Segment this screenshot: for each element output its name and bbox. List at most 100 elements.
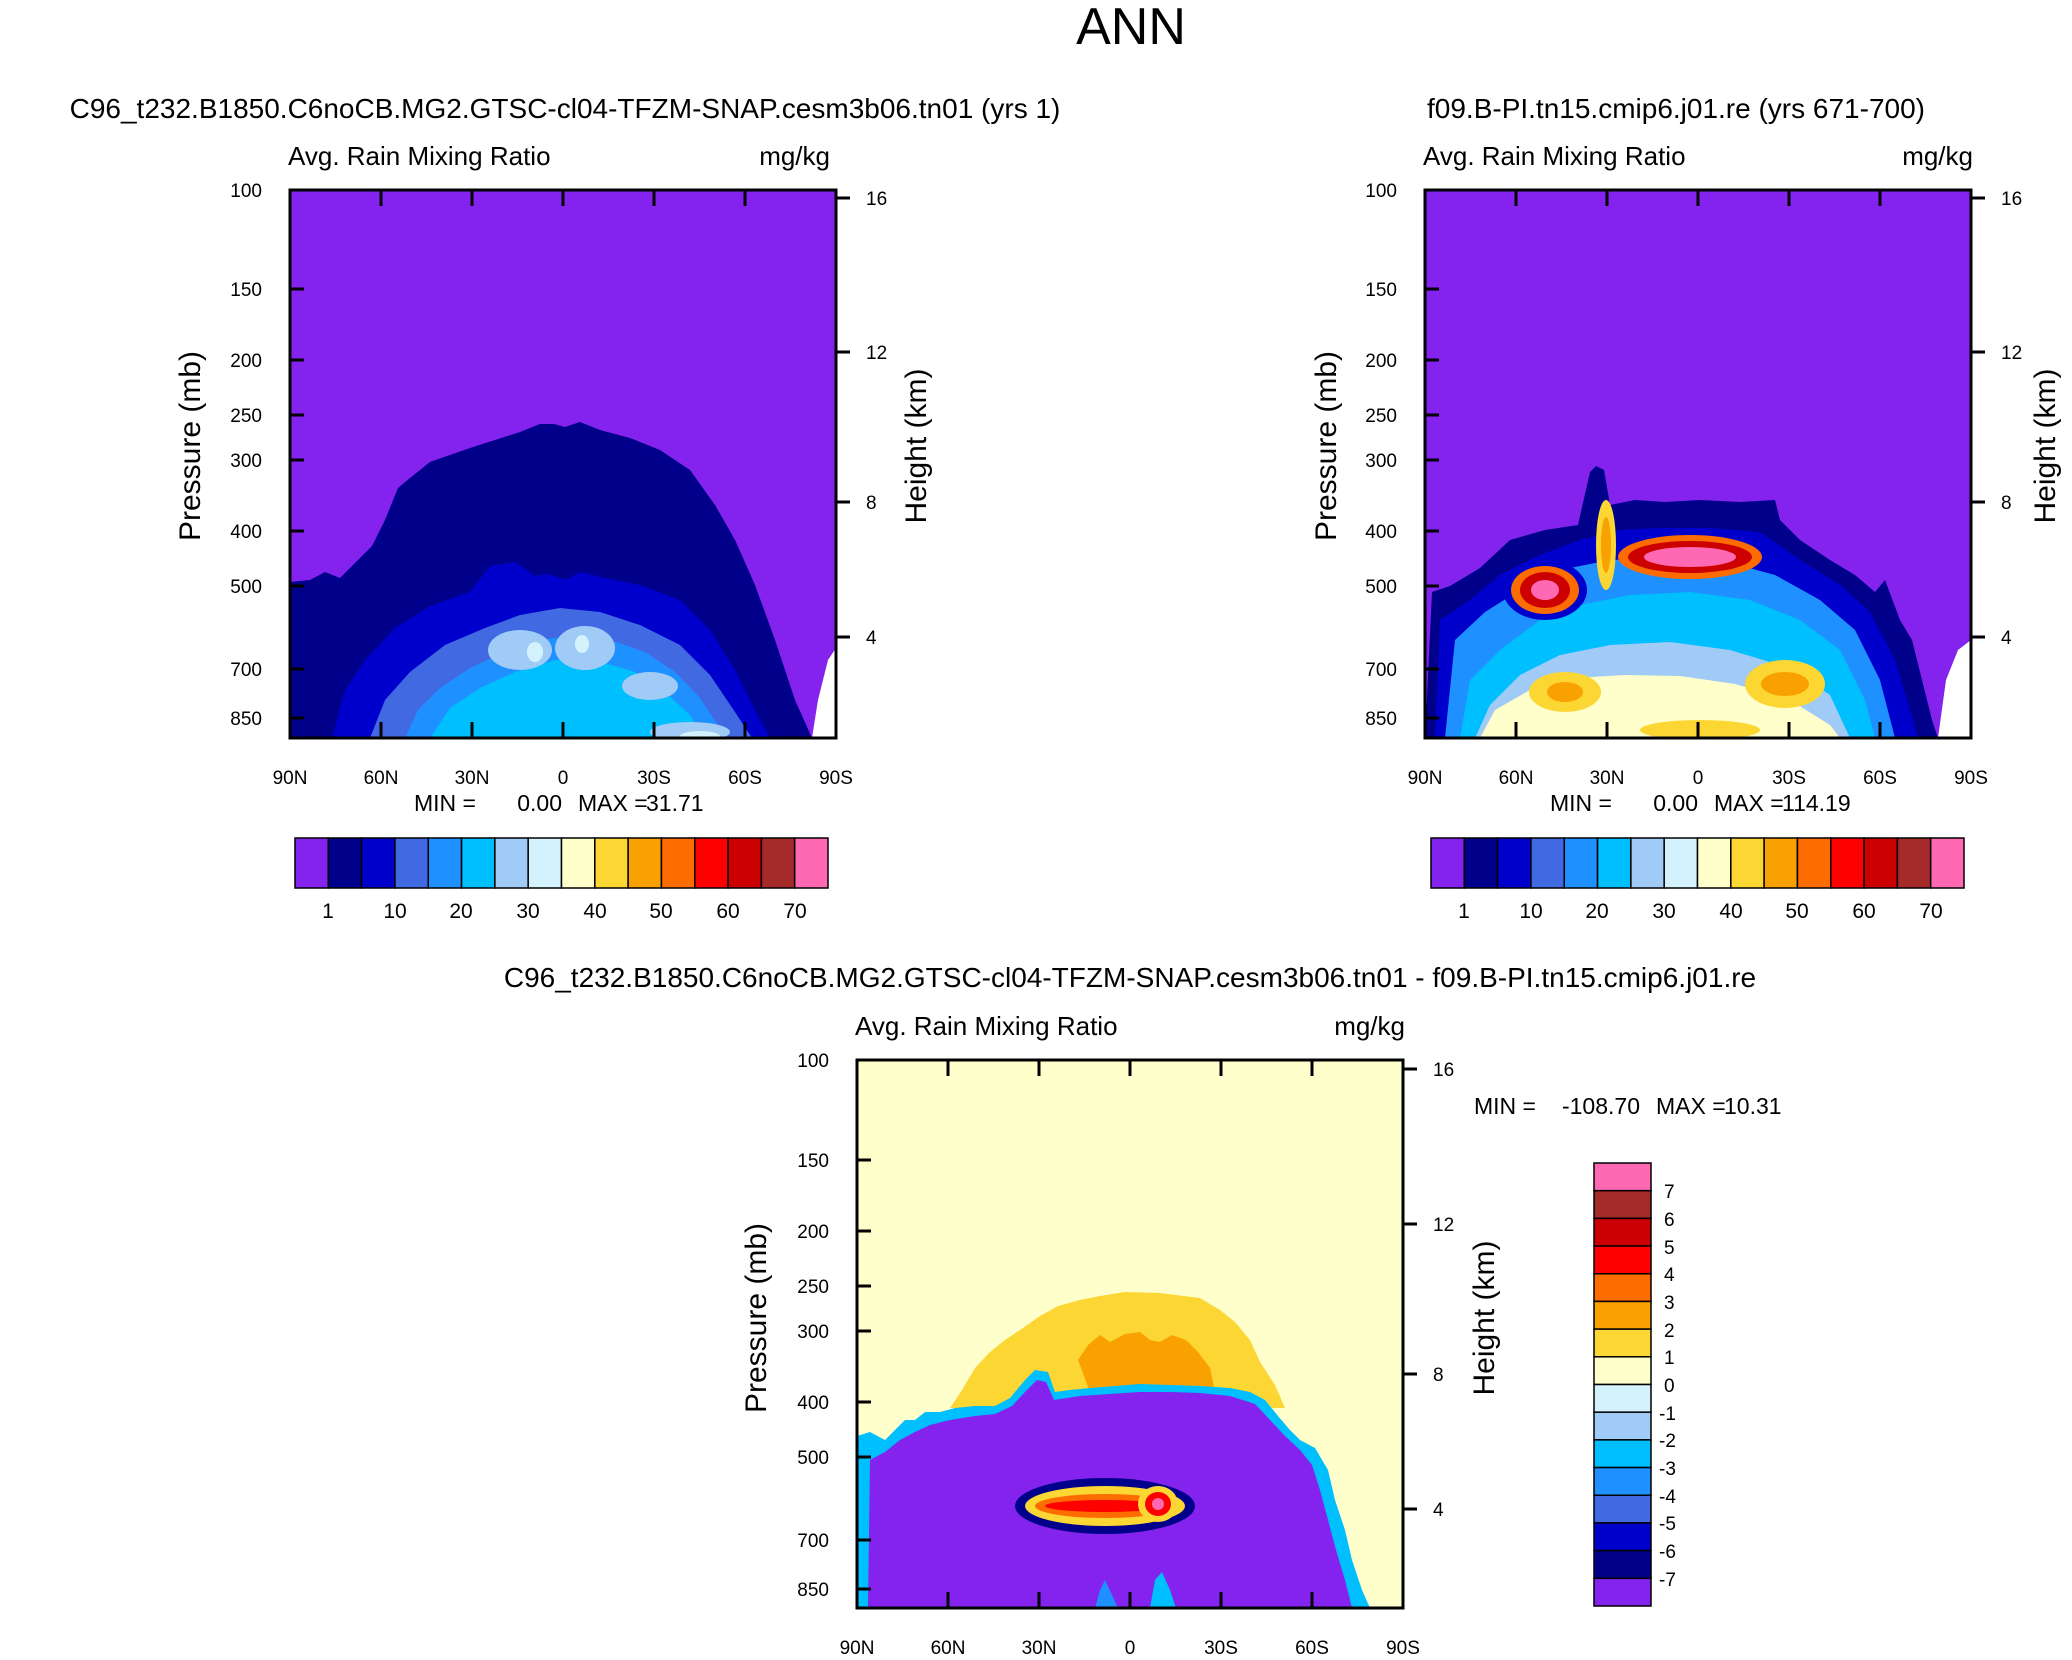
- colorbar-label: 1: [1458, 900, 1470, 923]
- colorbar-label: -2: [1659, 1431, 1676, 1452]
- colorbar-label: 60: [1852, 900, 1875, 923]
- colorbar-label: 30: [1652, 900, 1675, 923]
- x-tick-label: 60S: [1863, 768, 1897, 789]
- contour-field: [1425, 190, 1971, 738]
- colorbar-label: 1: [1664, 1348, 1675, 1369]
- y-tick-label: 850: [797, 1580, 829, 1601]
- y-right-tick-label: 4: [1433, 1500, 1444, 1521]
- max-value: 114.19: [1782, 790, 1851, 816]
- colorbar-label: 50: [1785, 900, 1808, 923]
- y-tick-label: 500: [230, 577, 262, 598]
- field-label: Avg. Rain Mixing Ratio: [855, 1011, 1118, 1041]
- min-value: 0.00: [1653, 790, 1698, 816]
- colorbar-label: -7: [1659, 1570, 1676, 1591]
- y-tick-label: 250: [797, 1277, 829, 1298]
- y-tick-label: 300: [230, 451, 262, 472]
- y-tick-label: 850: [1365, 709, 1397, 730]
- x-tick-label: 30N: [455, 768, 490, 789]
- colorbar-label: -6: [1659, 1542, 1676, 1563]
- min-max-stats: MIN = 0.00 MAX = 31.71: [414, 790, 704, 816]
- y-tick-label: 400: [797, 1393, 829, 1414]
- colorbar-swatch: [1593, 1439, 1652, 1469]
- y-tick-label: 100: [797, 1051, 829, 1072]
- colorbar-label: 4: [1664, 1265, 1675, 1286]
- colorbar-swatch: [1593, 1189, 1652, 1220]
- colorbar-swatch: [1663, 837, 1699, 889]
- colorbar-swatch: [627, 837, 663, 889]
- colorbar-label: 60: [716, 900, 739, 923]
- y-tick-label: 500: [797, 1448, 829, 1469]
- x-tick-label: 30S: [1204, 1638, 1238, 1659]
- y-axis-right: 16 12 8 4: [1971, 189, 2022, 649]
- y-tick-label: 850: [230, 709, 262, 730]
- min-max-stats: MIN = 0.00 MAX = 114.19: [1550, 790, 1851, 816]
- y-axis-title: Pressure (mb): [740, 1223, 773, 1413]
- max-value: 10.31: [1724, 1093, 1782, 1119]
- max-label: MAX =: [1656, 1093, 1726, 1119]
- min-label: MIN =: [1474, 1093, 1536, 1119]
- x-tick-label: 60N: [364, 768, 399, 789]
- y-axis-left: 100 150 200 250 300 400 500 700 850: [1365, 181, 1439, 730]
- colorbar-label: -3: [1659, 1459, 1676, 1480]
- x-tick-label: 30N: [1022, 1638, 1057, 1659]
- colorbar-swatch: [1593, 1466, 1652, 1496]
- y-tick-label: 200: [1365, 351, 1397, 372]
- units-label: mg/kg: [1902, 141, 1973, 171]
- panel-title: C96_t232.B1850.C6noCB.MG2.GTSC-cl04-TFZM…: [70, 93, 1061, 124]
- min-label: MIN =: [1550, 790, 1612, 816]
- colorbar-label: 5: [1664, 1238, 1675, 1259]
- x-tick-label: 90N: [273, 768, 308, 789]
- y-axis-right-title: Height (km): [900, 368, 933, 523]
- max-label: MAX =: [578, 790, 648, 816]
- y-right-tick-label: 16: [2001, 189, 2022, 210]
- y-right-tick-label: 12: [2001, 343, 2022, 364]
- y-tick-label: 500: [1365, 577, 1397, 598]
- units-label: mg/kg: [759, 141, 830, 171]
- y-tick-label: 150: [1365, 280, 1397, 301]
- colorbar-swatch: [327, 837, 363, 889]
- min-max-stats: MIN = -108.70 MAX = 10.31: [1474, 1093, 1782, 1119]
- colorbar-swatch: [1563, 837, 1599, 889]
- colorbar-swatch: [1593, 1162, 1652, 1192]
- colorbar-label: 30: [516, 900, 539, 923]
- field-label: Avg. Rain Mixing Ratio: [1423, 141, 1686, 171]
- x-tick-label: 60S: [1295, 1638, 1329, 1659]
- contour-field: [290, 190, 836, 738]
- colorbar-swatch: [793, 837, 829, 889]
- min-value: 0.00: [517, 790, 562, 816]
- colorbar-swatch: [394, 837, 429, 889]
- colorbar-swatch: [1593, 1300, 1652, 1330]
- y-axis-left: 100 150 200 250 300 400 500 700 850: [230, 181, 304, 730]
- x-axis: 90N 60N 30N 0 30S 60S 90S: [1408, 190, 1988, 789]
- colorbar-label: 70: [783, 900, 806, 923]
- colorbar: 1 10 20 30 40 50 60 70: [1430, 837, 1965, 923]
- colorbar-swatch: [727, 837, 763, 889]
- colorbar-label: -1: [1659, 1404, 1676, 1425]
- x-tick-label: 90N: [840, 1638, 875, 1659]
- y-right-tick-label: 8: [1433, 1365, 1444, 1386]
- colorbar-label: 10: [1519, 900, 1542, 923]
- colorbar-label: 20: [449, 900, 472, 923]
- colorbar-label: 2: [1664, 1321, 1675, 1342]
- colorbar-swatch: [1596, 837, 1632, 889]
- panel-title: f09.B-PI.tn15.cmip6.j01.re (yrs 671-700): [1427, 93, 1925, 124]
- colorbar: 7 6 5 4 3 2 1 0 -1 -2 -3 -4 -5 -6 -7: [1593, 1162, 1676, 1607]
- colorbar-label: 6: [1664, 1210, 1675, 1231]
- y-tick-label: 250: [230, 406, 262, 427]
- colorbar-label: 50: [649, 900, 672, 923]
- colorbar-swatch: [1593, 1328, 1652, 1358]
- units-label: mg/kg: [1334, 1011, 1405, 1041]
- colorbar-swatch: [1696, 837, 1732, 889]
- y-right-tick-label: 12: [1433, 1215, 1454, 1236]
- colorbar-label: -4: [1659, 1487, 1676, 1508]
- colorbar: 1 10 20 30 40 50 60 70: [294, 837, 829, 923]
- colorbar-swatch: [1463, 837, 1499, 889]
- panel-title: C96_t232.B1850.C6noCB.MG2.GTSC-cl04-TFZM…: [504, 962, 1756, 993]
- colorbar-swatch: [660, 837, 696, 889]
- y-tick-label: 700: [230, 660, 262, 681]
- colorbar-label: 70: [1919, 900, 1942, 923]
- y-axis-right-title: Height (km): [1468, 1240, 1501, 1395]
- colorbar-label: 0: [1664, 1376, 1675, 1397]
- colorbar-swatch: [1593, 1273, 1652, 1303]
- colorbar-swatch: [1593, 1356, 1652, 1386]
